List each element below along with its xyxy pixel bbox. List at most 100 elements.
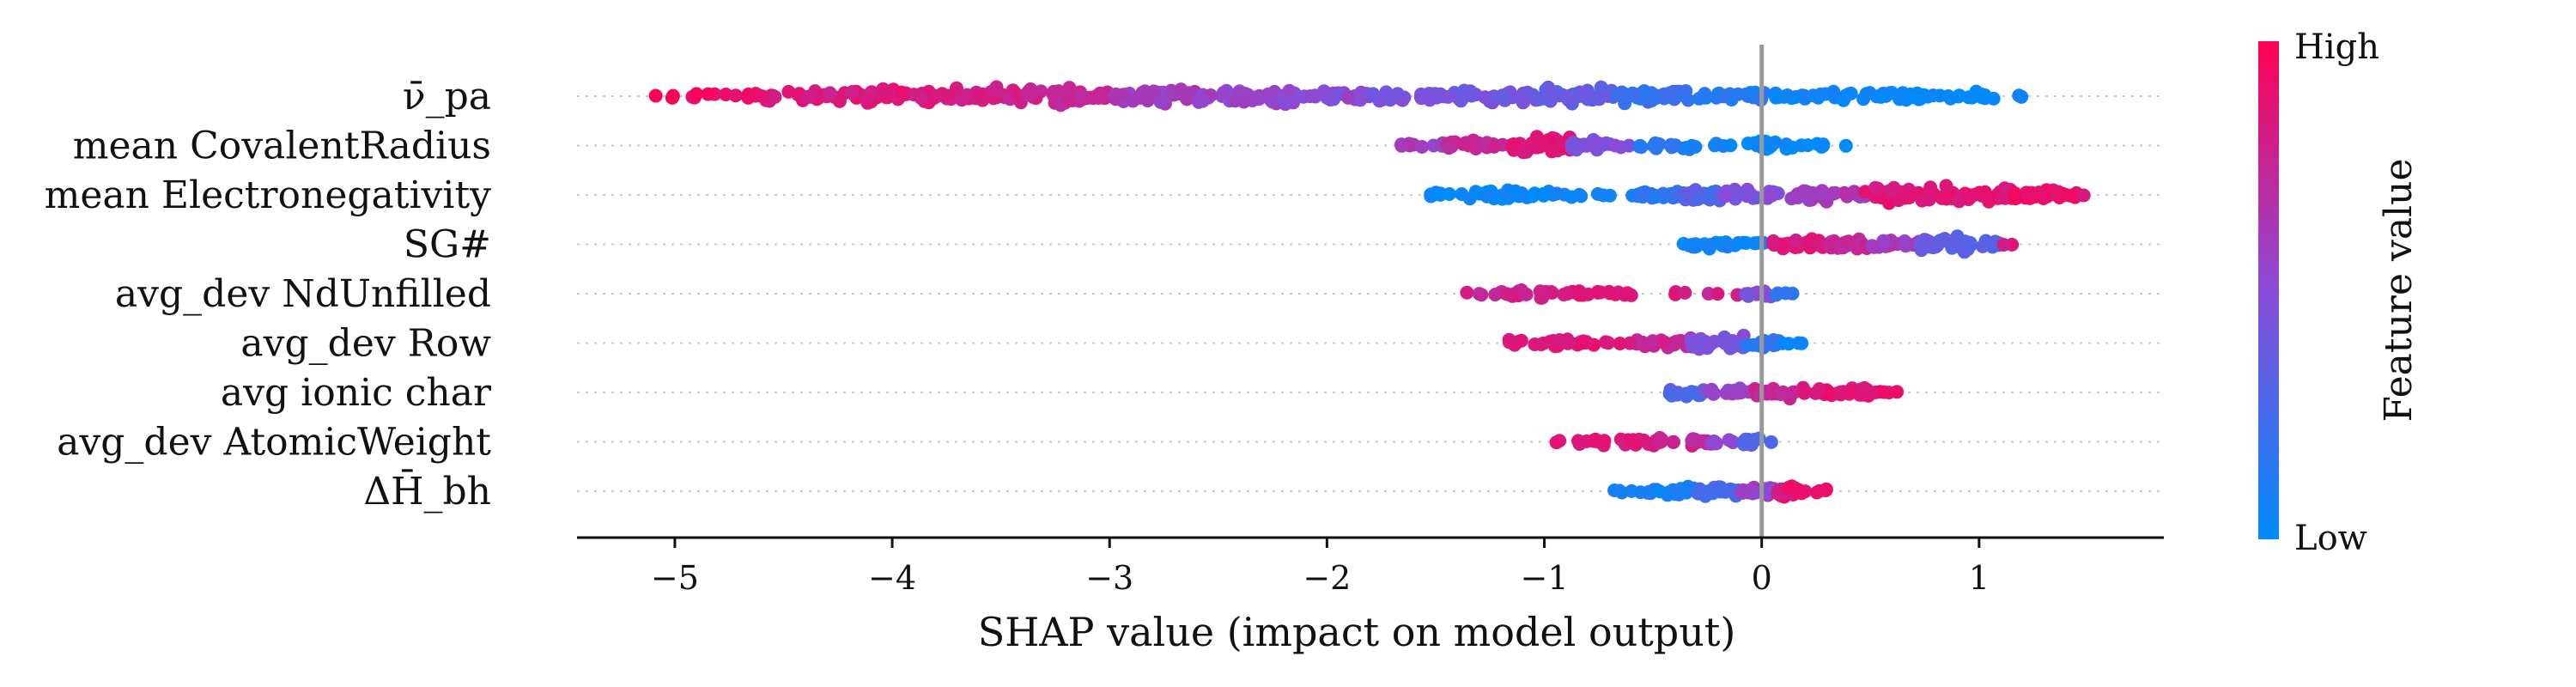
shap-point (1564, 190, 1579, 204)
shap-point (1600, 88, 1614, 103)
shap-point (1507, 337, 1522, 352)
shap-point (1876, 234, 1891, 248)
shap-point (1813, 238, 1826, 252)
shap-point (1892, 193, 1906, 208)
shap-point (1826, 84, 1841, 99)
x-axis-title: SHAP value (impact on model output) (978, 609, 1736, 655)
colorbar-low-label: Low (2294, 519, 2367, 558)
feature-label-6: avg ionic char (221, 371, 492, 415)
shap-point (1601, 336, 1615, 350)
shap-point (940, 88, 955, 103)
shap-point (895, 85, 909, 100)
shap-point (1703, 337, 1717, 352)
shap-point (1996, 238, 2011, 252)
x-tick-label-5: 0 (1752, 559, 1772, 597)
shap-point (1571, 137, 1584, 152)
shap-point (1496, 90, 1510, 104)
shap-point (1549, 435, 1564, 450)
shap-point (1707, 434, 1722, 448)
shap-point (1536, 186, 1551, 201)
shap-point (876, 82, 890, 96)
shap-point (1874, 89, 1888, 104)
shap-point (1550, 186, 1564, 201)
feature-points-1 (1394, 130, 1853, 160)
shap-point (1704, 238, 1718, 252)
shap-point (1656, 336, 1671, 350)
shap-point (1856, 387, 1870, 402)
shap-point (1806, 185, 1820, 200)
shap-point (1764, 435, 1778, 449)
shap-point (1747, 236, 1762, 251)
shap-point (1655, 435, 1668, 449)
feature-label-2: mean Electronegativity (45, 173, 492, 217)
shap-point (1474, 288, 1489, 302)
shap-point (1132, 90, 1146, 105)
shap-point (1678, 285, 1692, 300)
shap-point (1707, 386, 1722, 401)
shap-point (1765, 136, 1780, 150)
shap-point (1526, 189, 1540, 204)
shap-point (1731, 87, 1746, 101)
shap-point (1720, 240, 1735, 254)
shap-point (1461, 138, 1476, 153)
shap-point (2008, 192, 2023, 206)
colorbar-gradient (2258, 41, 2279, 539)
shap-point (1460, 285, 1474, 300)
shap-point (971, 88, 986, 102)
shap-point (1095, 88, 1109, 102)
feature-points-3 (1676, 229, 2020, 259)
shap-point (1963, 236, 1978, 250)
shap-point (1868, 180, 1882, 195)
shap-point (1282, 83, 1297, 98)
shap-point (1773, 387, 1788, 401)
shap-point (1923, 180, 1938, 195)
feature-points-5 (1502, 328, 1809, 356)
shap-point (719, 88, 733, 101)
shap-point (1602, 284, 1616, 299)
shap-point (1633, 138, 1648, 153)
shap-point (2012, 88, 2026, 103)
shap-point (728, 88, 743, 103)
shap-points (648, 80, 2091, 504)
shap-point (1661, 488, 1674, 502)
shap-point (1709, 137, 1723, 151)
shap-point (1910, 88, 1924, 101)
feature-points-7 (1549, 431, 1778, 453)
shap-point (1814, 140, 1829, 154)
shap-point (1780, 88, 1795, 102)
feature-points-8 (1607, 479, 1833, 504)
shap-point (1789, 190, 1803, 204)
shap-point (1607, 483, 1622, 497)
shap-point (1261, 87, 1275, 101)
shap-point (1528, 337, 1542, 351)
shap-point (823, 86, 837, 100)
shap-point (1468, 185, 1483, 199)
shap-point (1526, 140, 1540, 155)
colorbar-title: Feature value (2377, 158, 2421, 422)
shap-point (1961, 190, 1975, 204)
shap-point (1608, 138, 1622, 153)
shap-point (1769, 288, 1783, 302)
shap-point (1664, 388, 1679, 403)
shap-point (1939, 179, 1953, 193)
shap-point (1812, 382, 1826, 396)
shap-point (701, 87, 715, 101)
shap-point (907, 88, 921, 102)
shap-point (1062, 81, 1077, 95)
shap-point (1679, 84, 1693, 98)
shap-point (1795, 486, 1809, 501)
shap-point (1701, 484, 1716, 499)
shap-point (1047, 84, 1061, 99)
shap-point (1717, 336, 1732, 350)
shap-point (1596, 188, 1611, 203)
shap-point (1414, 87, 1428, 101)
feature-points-4 (1460, 283, 1800, 305)
shap-point (1686, 237, 1701, 252)
shap-point (1597, 434, 1612, 448)
shap-point (755, 89, 769, 104)
shap-point (1021, 85, 1036, 99)
shap-point (1516, 95, 1531, 109)
shap-point (1195, 94, 1210, 108)
shap-point (1838, 138, 1853, 153)
